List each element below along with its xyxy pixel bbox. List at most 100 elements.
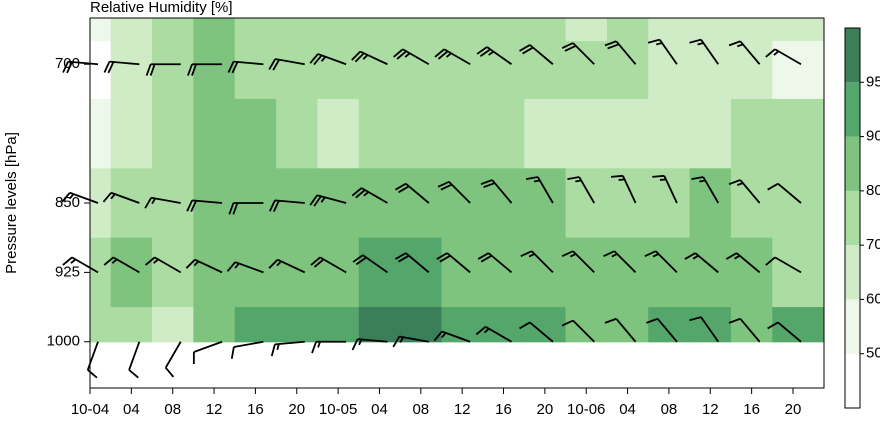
wind-barb (603, 250, 637, 274)
chart-title: Relative Humidity [%] (90, 0, 233, 16)
rh-cell (524, 168, 567, 239)
rh-cell (317, 168, 360, 239)
wind-barb (226, 261, 264, 274)
wind-barb (62, 60, 99, 74)
wind-barb (767, 182, 802, 204)
rh-cell (358, 98, 401, 169)
rh-cell (400, 237, 443, 308)
wind-barb (525, 176, 554, 204)
rh-cell (648, 98, 691, 169)
rh-cell (193, 41, 236, 100)
rh-cell (276, 307, 319, 343)
rh-cell (730, 18, 773, 42)
rh-cell (276, 98, 319, 169)
rh-cell (689, 237, 732, 308)
wind-barb (185, 258, 223, 274)
rh-cell (730, 307, 773, 343)
rh-cell (565, 168, 608, 239)
wind-barb (103, 256, 140, 274)
wind-barb (310, 256, 347, 274)
wind-barb (765, 256, 802, 274)
rh-cell (482, 168, 525, 239)
rh-cell (193, 18, 236, 42)
rh-cell (482, 18, 525, 42)
wind-barb (652, 174, 678, 204)
x-tick-label: 20 (785, 401, 802, 418)
wind-barb (644, 250, 678, 274)
rh-cell (482, 237, 525, 308)
rh-cell (400, 18, 443, 42)
wind-barb (164, 341, 182, 378)
wind-barb (86, 341, 99, 379)
rh-cell (317, 41, 360, 100)
colorbar-bin (845, 82, 860, 137)
wind-barb (725, 252, 761, 274)
y-tick-label: 1000 (47, 333, 80, 350)
colorbar-label: 80 (866, 182, 880, 199)
colorbar-label: 90 (866, 128, 880, 145)
rh-cell (110, 98, 153, 169)
x-tick-label: 20 (537, 401, 554, 418)
wind-barb (561, 319, 595, 343)
rh-cell (358, 18, 401, 42)
rh-cell (90, 237, 112, 308)
colorbar-bin (845, 28, 860, 83)
colorbar-bin (845, 353, 860, 408)
rh-cell (152, 41, 194, 100)
y-axis-label: Pressure levels [hPa] (3, 132, 20, 274)
x-tick-label: 12 (454, 401, 471, 418)
rh-cell (276, 41, 319, 100)
x-tick-label: 20 (288, 401, 305, 418)
rh-cell (565, 98, 608, 169)
wind-barb (145, 63, 181, 76)
rh-cell (441, 41, 484, 100)
wind-barb (520, 250, 554, 274)
wind-barb (268, 58, 305, 71)
rh-cell (565, 18, 608, 42)
rh-cell (606, 168, 649, 239)
rh-cell (648, 307, 691, 343)
rh-cell (193, 307, 236, 343)
wind-barb (268, 199, 305, 212)
rh-cell (400, 41, 443, 100)
rh-cell (152, 18, 194, 42)
rh-cell (565, 41, 608, 100)
wind-barb (144, 256, 182, 274)
wind-barb (434, 48, 471, 66)
rh-cell (730, 237, 773, 308)
rh-cell (317, 18, 360, 42)
wind-barb (187, 63, 223, 76)
wind-barb (646, 317, 678, 343)
colorbar-frame (844, 27, 861, 409)
rh-cell (772, 41, 824, 100)
rh-cell (524, 98, 567, 169)
x-tick-label: 10-06 (567, 401, 605, 418)
rh-cell (730, 98, 773, 169)
rh-cell (90, 307, 112, 343)
y-tick-label: 850 (55, 194, 80, 211)
wind-barb (309, 194, 347, 207)
wind-barb (561, 42, 595, 65)
colorbar-label: 50 (866, 345, 880, 362)
wind-barb (270, 340, 305, 357)
wind-barb (610, 174, 637, 204)
wind-barb (728, 317, 761, 343)
y-tick-label: 700 (55, 55, 80, 72)
rh-cell (234, 98, 277, 169)
wind-barb (684, 252, 719, 274)
rh-cell (689, 168, 732, 239)
rh-cell (358, 41, 401, 100)
rh-cell (772, 98, 824, 169)
wind-barb (475, 325, 512, 343)
rh-cell (606, 237, 649, 308)
rh-cell (317, 98, 360, 169)
wind-barb (728, 40, 761, 65)
rh-cell (110, 237, 153, 308)
wind-barb (647, 38, 678, 65)
rh-cell (317, 237, 360, 308)
rh-cell (772, 18, 824, 42)
wind-barb (433, 330, 471, 343)
wind-barb (268, 258, 306, 274)
rh-cell (730, 41, 773, 100)
